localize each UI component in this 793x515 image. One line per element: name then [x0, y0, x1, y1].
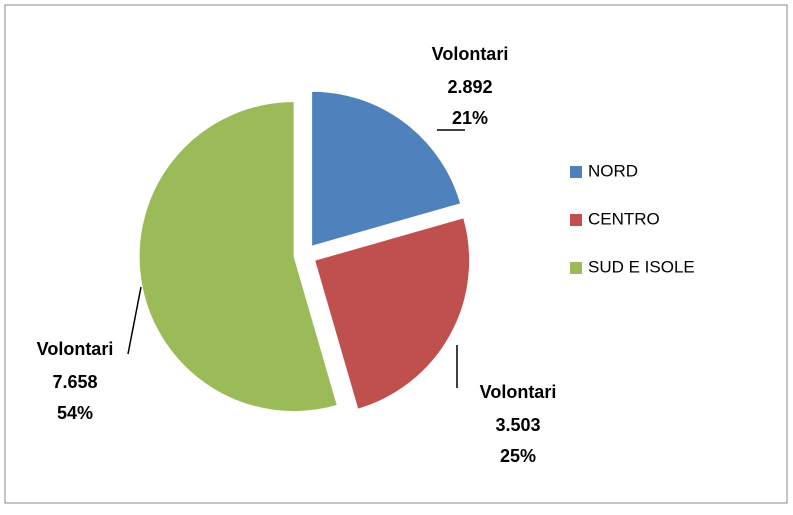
pie-slice: [311, 90, 462, 247]
data-label-series: Volontari: [432, 44, 509, 64]
legend-label: CENTRO: [588, 209, 660, 228]
data-label-percent: 54%: [57, 403, 93, 423]
legend-swatch: [570, 166, 582, 178]
data-label-percent: 25%: [500, 446, 536, 466]
legend-swatch: [570, 214, 582, 226]
data-label-value: 7.658: [52, 372, 97, 392]
pie-slice: [314, 217, 471, 410]
legend-label: NORD: [588, 161, 638, 180]
data-label-value: 2.892: [447, 77, 492, 97]
data-label-value: 3.503: [495, 415, 540, 435]
data-label-percent: 21%: [452, 108, 488, 128]
leader-line: [127, 286, 142, 355]
data-label-series: Volontari: [37, 339, 114, 359]
legend-label: SUD E ISOLE: [588, 257, 695, 276]
pie-slice: [138, 101, 338, 413]
data-label-series: Volontari: [480, 382, 557, 402]
legend-swatch: [570, 262, 582, 274]
